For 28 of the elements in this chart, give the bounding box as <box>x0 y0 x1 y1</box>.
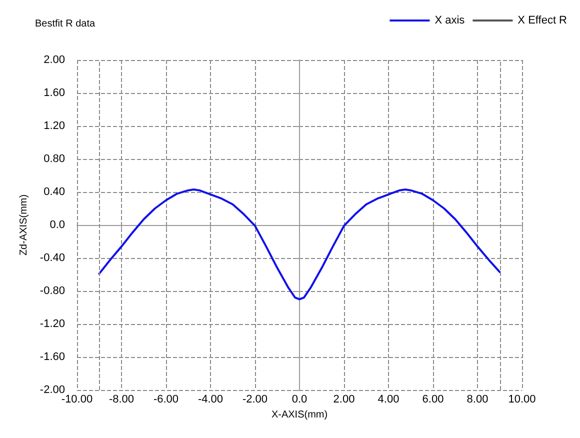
y-tick-label: 0.80 <box>44 153 65 165</box>
x-tick-label: -8.00 <box>108 394 134 406</box>
x-tick-label: 8.00 <box>466 394 488 406</box>
y-tick-label: -1.60 <box>40 351 65 363</box>
y-tick-label: 1.60 <box>44 87 65 99</box>
y-tick-label: -0.40 <box>40 252 65 264</box>
line-series <box>98 188 501 300</box>
x-tick-label: -6.00 <box>153 394 179 406</box>
y-axis-title: Zd-AXIS(mm) <box>18 194 30 256</box>
x-tick-label: 6.00 <box>422 394 444 406</box>
x-tick-label: -10.00 <box>61 394 93 406</box>
x-tick-label: 10.00 <box>508 394 536 406</box>
x-axis-title: X-AXIS(mm) <box>271 409 328 420</box>
x-tick-label: 4.00 <box>378 394 400 406</box>
y-tick-label: 1.20 <box>44 120 65 132</box>
y-tick-label: 2.00 <box>44 54 65 66</box>
legend-label: X axis <box>434 14 466 26</box>
y-tick-label: -0.80 <box>40 285 65 297</box>
y-tick-label: -1.20 <box>40 318 65 330</box>
y-tick-label: -2.00 <box>40 384 65 396</box>
y-tick-label: 0.0 <box>50 219 65 231</box>
x-tick-label: -2.00 <box>242 394 268 406</box>
x-tick-label: 2.00 <box>333 394 355 406</box>
y-tick-label: 0.40 <box>44 186 65 198</box>
x-tick-label: 0.0 <box>292 394 308 406</box>
legend-label: X Effect R <box>518 14 568 26</box>
x-tick-label: -4.00 <box>198 394 224 406</box>
chart-title: Bestfit R data <box>35 18 96 30</box>
